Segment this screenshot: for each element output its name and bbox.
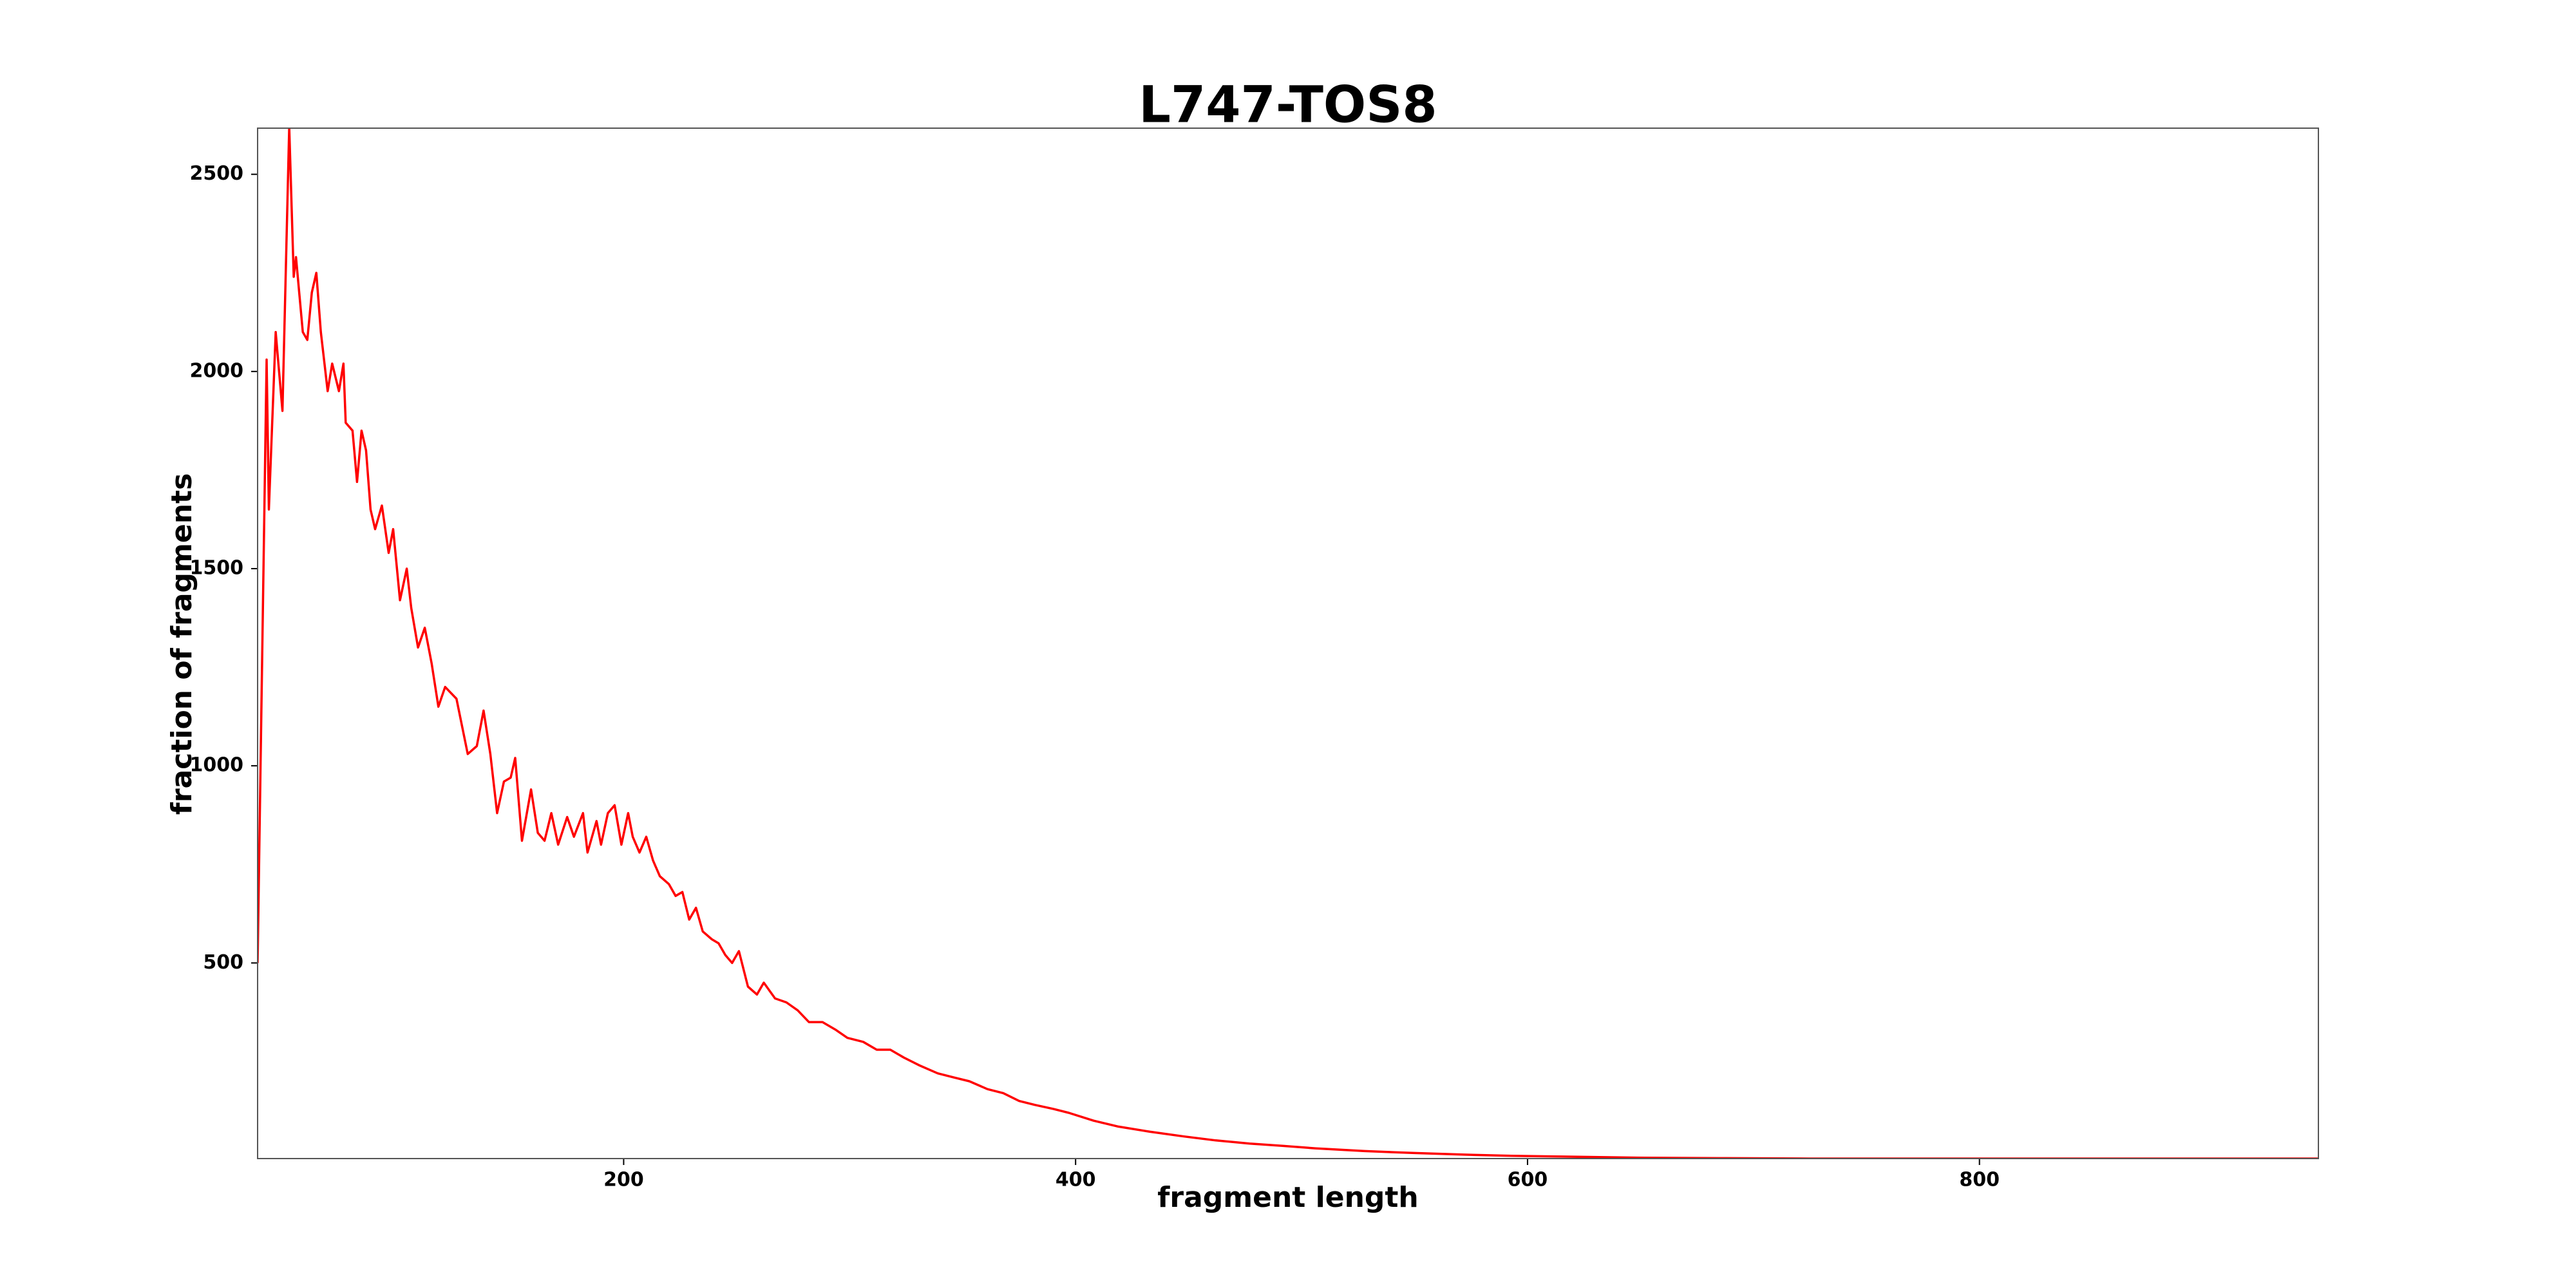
y-tick-label: 500 <box>203 951 243 974</box>
y-tick-label: 2500 <box>190 162 244 185</box>
x-axis-label: fragment length <box>1157 1181 1419 1214</box>
y-axis-label: fraction of fragments <box>166 473 198 815</box>
y-tick-label: 2000 <box>190 359 244 382</box>
x-tick-label: 800 <box>1959 1169 2000 1191</box>
plot-frame <box>257 128 2319 1159</box>
x-tick-label: 400 <box>1056 1169 1096 1191</box>
chart-title: L747-TOS8 <box>1139 76 1437 134</box>
x-tick-label: 200 <box>603 1169 644 1191</box>
y-tick-label: 1500 <box>190 556 244 579</box>
x-tick-label: 600 <box>1508 1169 1548 1191</box>
data-line <box>258 128 2318 1159</box>
y-tick-label: 1000 <box>190 754 244 777</box>
